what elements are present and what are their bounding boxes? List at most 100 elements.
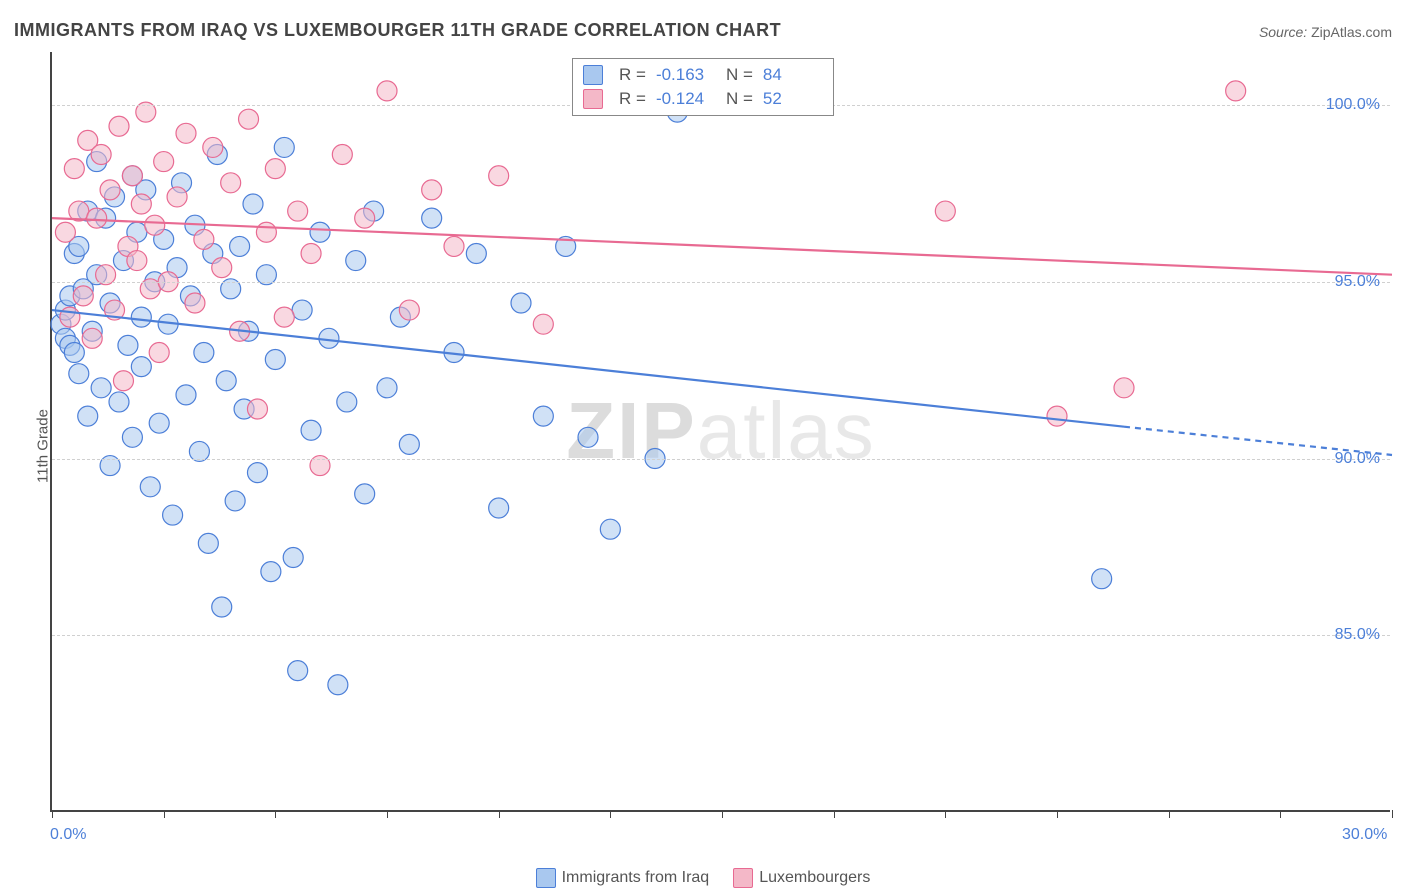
data-point-iraq [109, 392, 129, 412]
correlation-legend: R =-0.163N =84R =-0.124N =52 [572, 58, 834, 116]
data-point-iraq [288, 661, 308, 681]
data-point-lux [533, 314, 553, 334]
chart-container: IMMIGRANTS FROM IRAQ VS LUXEMBOURGER 11T… [0, 0, 1406, 892]
x-tick-mark [834, 810, 835, 818]
data-point-iraq [274, 137, 294, 157]
data-point-lux [154, 152, 174, 172]
data-point-lux [355, 208, 375, 228]
plot-svg [52, 52, 1390, 810]
data-point-iraq [511, 293, 531, 313]
correlation-legend-row: R =-0.163N =84 [583, 63, 823, 87]
legend-R-value: -0.163 [656, 65, 716, 85]
data-point-iraq [578, 427, 598, 447]
gridline-y [52, 282, 1390, 283]
legend-R-value: -0.124 [656, 89, 716, 109]
legend-swatch [583, 89, 603, 109]
data-point-lux [265, 159, 285, 179]
data-point-lux [1226, 81, 1246, 101]
x-tick-mark [610, 810, 611, 818]
data-point-iraq [122, 427, 142, 447]
data-point-iraq [149, 413, 169, 433]
data-point-lux [109, 116, 129, 136]
data-point-lux [87, 208, 107, 228]
data-point-iraq [399, 434, 419, 454]
x-tick-label: 0.0% [50, 826, 86, 844]
legend-swatch [733, 868, 753, 888]
legend-N-label: N = [726, 65, 753, 85]
data-point-lux [444, 236, 464, 256]
data-point-lux [935, 201, 955, 221]
data-point-lux [60, 307, 80, 327]
y-axis-label: 11th Grade [34, 409, 51, 483]
data-point-iraq [489, 498, 509, 518]
y-tick-label: 90.0% [1335, 450, 1380, 468]
data-point-iraq [1092, 569, 1112, 589]
data-point-iraq [466, 243, 486, 263]
regression-line-lux [52, 218, 1392, 275]
data-point-lux [301, 243, 321, 263]
data-point-iraq [600, 519, 620, 539]
correlation-legend-row: R =-0.124N =52 [583, 87, 823, 111]
x-tick-mark [1169, 810, 1170, 818]
data-point-iraq [91, 378, 111, 398]
legend-N-value: 52 [763, 89, 823, 109]
data-point-lux [221, 173, 241, 193]
data-point-lux [332, 145, 352, 165]
data-point-iraq [225, 491, 245, 511]
data-point-lux [91, 145, 111, 165]
data-point-iraq [247, 463, 267, 483]
data-point-iraq [377, 378, 397, 398]
series-legend: Immigrants from Iraq Luxembourgers [0, 868, 1406, 888]
data-point-iraq [216, 371, 236, 391]
data-point-iraq [163, 505, 183, 525]
data-point-lux [1047, 406, 1067, 426]
data-point-iraq [261, 562, 281, 582]
data-point-iraq [131, 357, 151, 377]
data-point-iraq [533, 406, 553, 426]
data-point-lux [212, 258, 232, 278]
source-label: Source: [1259, 24, 1307, 40]
legend-R-label: R = [619, 89, 646, 109]
data-point-lux [82, 328, 102, 348]
data-point-lux [203, 137, 223, 157]
legend-R-label: R = [619, 65, 646, 85]
data-point-iraq [176, 385, 196, 405]
data-point-iraq [355, 484, 375, 504]
data-point-lux [489, 166, 509, 186]
data-point-iraq [243, 194, 263, 214]
data-point-lux [149, 342, 169, 362]
data-point-lux [131, 194, 151, 214]
chart-title: IMMIGRANTS FROM IRAQ VS LUXEMBOURGER 11T… [14, 20, 781, 41]
y-tick-label: 95.0% [1335, 273, 1380, 291]
data-point-lux [122, 166, 142, 186]
data-point-iraq [212, 597, 232, 617]
series-legend-label: Immigrants from Iraq [562, 869, 710, 886]
data-point-lux [55, 222, 75, 242]
data-point-iraq [301, 420, 321, 440]
legend-swatch [583, 65, 603, 85]
data-point-lux [399, 300, 419, 320]
x-tick-mark [1280, 810, 1281, 818]
x-tick-mark [722, 810, 723, 818]
source-value: ZipAtlas.com [1311, 24, 1392, 40]
data-point-iraq [118, 335, 138, 355]
data-point-iraq [283, 547, 303, 567]
data-point-lux [239, 109, 259, 129]
x-tick-mark [945, 810, 946, 818]
data-point-iraq [198, 533, 218, 553]
data-point-lux [127, 251, 147, 271]
data-point-lux [176, 123, 196, 143]
data-point-lux [145, 215, 165, 235]
data-point-iraq [328, 675, 348, 695]
data-point-iraq [422, 208, 442, 228]
data-point-iraq [69, 364, 89, 384]
gridline-y [52, 635, 1390, 636]
x-tick-mark [164, 810, 165, 818]
series-legend-item: Luxembourgers [733, 868, 870, 888]
regression-line-iraq [52, 310, 1124, 427]
x-tick-mark [275, 810, 276, 818]
data-point-lux [100, 180, 120, 200]
data-point-iraq [140, 477, 160, 497]
legend-swatch [536, 868, 556, 888]
data-point-lux [64, 159, 84, 179]
